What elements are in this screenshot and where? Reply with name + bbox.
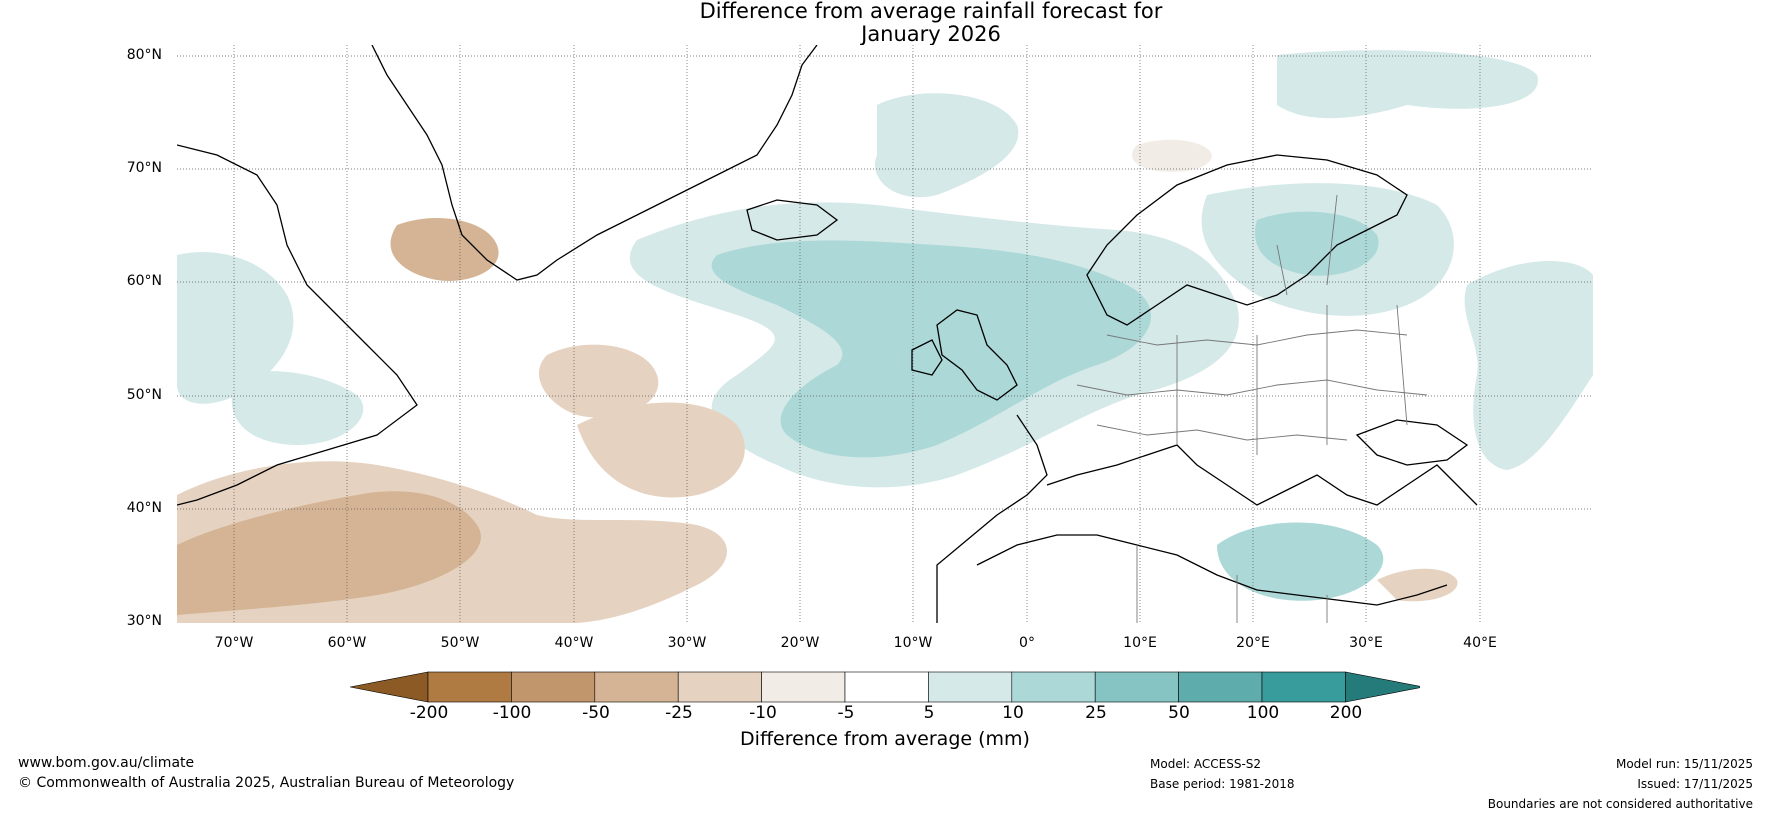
colorbar-tick-label: 200: [1329, 703, 1363, 723]
colorbar-tick-label: -10: [749, 703, 777, 723]
lon-label-40e: 40°E: [1463, 635, 1497, 651]
footer-model-run: Model run: 15/11/2025: [1615, 757, 1753, 771]
lon-label-0: 0°: [1019, 635, 1035, 651]
negative-anomaly-subtropical-core: [177, 491, 481, 615]
colorbar-tick-label: -25: [665, 703, 693, 723]
colorbar-tick-label: 50: [1168, 703, 1190, 723]
colorbar-swatch: [427, 671, 512, 703]
title-line-1: Difference from average rainfall forecas…: [699, 0, 1163, 23]
positive-anomaly-russia: [1464, 261, 1593, 470]
footer-copyright: © Commonwealth of Australia 2025, Austra…: [18, 775, 515, 791]
lon-label-70w: 70°W: [214, 635, 254, 651]
ireland-coast: [911, 339, 943, 376]
colorbar-tick-label: 100: [1246, 703, 1280, 723]
negative-anomaly-north-sea: [1132, 139, 1212, 172]
positive-anomaly-svalbard: [1277, 50, 1538, 119]
lon-label-60w: 60°W: [327, 635, 367, 651]
gridlines: [177, 45, 1593, 623]
lat-label-80n: 80°N: [126, 47, 162, 63]
colorbar-tick-label: 5: [923, 703, 935, 723]
lon-label-20e: 20°E: [1236, 635, 1270, 651]
colorbar-swatch: [1094, 671, 1179, 703]
positive-anomaly-west-atlantic: [177, 251, 294, 404]
colorbar-tick-label: -100: [492, 703, 532, 723]
colorbar: [350, 671, 1420, 703]
canada-coast: [177, 144, 418, 506]
lat-label-50n: 50°N: [126, 387, 162, 403]
lat-label-70n: 70°N: [126, 160, 162, 176]
country-borders: [1076, 194, 1428, 623]
anomaly-shading: [177, 50, 1593, 623]
lat-label-30n: 30°N: [126, 613, 162, 629]
lon-label-10e: 10°E: [1123, 635, 1157, 651]
colorbar-tick-label: 25: [1085, 703, 1107, 723]
europe-coast: [936, 414, 1048, 623]
positive-anomaly-scandinavia-core: [1255, 211, 1379, 276]
footer-model: Model: ACCESS-S2: [1150, 757, 1262, 771]
title-line-2: January 2026: [861, 22, 1001, 46]
colorbar-tick-label: -50: [582, 703, 610, 723]
coastlines: [177, 45, 1478, 623]
colorbar-title: Difference from average (mm): [740, 728, 1030, 750]
positive-anomaly-greenland-sea: [875, 93, 1019, 198]
uk-coast: [936, 309, 1018, 401]
africa-coast: [976, 534, 1448, 606]
black-sea-coast: [1355, 419, 1469, 466]
lon-label-30e: 30°E: [1349, 635, 1383, 651]
colorbar-tick-label: -5: [837, 703, 855, 723]
map-area: [177, 45, 1593, 623]
colorbar-swatch: [761, 671, 846, 703]
colorbar-swatch: [511, 671, 596, 703]
lon-label-50w: 50°W: [440, 635, 480, 651]
chart-title: Difference from average rainfall forecas…: [0, 0, 1770, 46]
lon-label-10w: 10°W: [893, 635, 933, 651]
lon-label-20w: 20°W: [780, 635, 820, 651]
negative-anomaly-mid-atlantic: [538, 344, 659, 418]
colorbar-swatch: [1011, 671, 1096, 703]
positive-anomaly-central-atlantic-core: [711, 240, 1151, 458]
lat-label-60n: 60°N: [126, 273, 162, 289]
colorbar-swatch: [594, 671, 679, 703]
lon-label-40w: 40°W: [554, 635, 594, 651]
positive-anomaly-nova-scotia: [231, 371, 364, 445]
colorbar-swatch: [1261, 671, 1346, 703]
mediterranean-north-coast: [1046, 444, 1478, 506]
footer-website: www.bom.gov.au/climate: [18, 755, 195, 771]
colorbar-tick-label: 10: [1002, 703, 1024, 723]
colorbar-swatch: [677, 671, 762, 703]
colorbar-arrow-high: [1345, 671, 1420, 703]
lon-label-30w: 30°W: [667, 635, 707, 651]
negative-anomaly-mid-atlantic-2: [577, 402, 745, 498]
scandinavia-coast: [1086, 154, 1408, 326]
map-svg: [177, 45, 1593, 623]
greenland-coast: [371, 45, 818, 281]
negative-anomaly-libya: [1377, 568, 1458, 602]
colorbar-swatch: [928, 671, 1013, 703]
positive-anomaly-mediterranean: [1217, 522, 1384, 601]
lat-label-40n: 40°N: [126, 500, 162, 516]
colorbar-swatch: [844, 671, 929, 703]
colorbar-arrow-low: [350, 671, 429, 703]
iceland-coast: [746, 199, 839, 241]
footer-disclaimer: Boundaries are not considered authoritat…: [1487, 797, 1753, 811]
colorbar-tick-label: -200: [409, 703, 449, 723]
footer-base-period: Base period: 1981-2018: [1150, 777, 1295, 791]
footer-issued: Issued: 17/11/2025: [1637, 777, 1753, 791]
negative-anomaly-labrador: [390, 217, 499, 281]
colorbar-swatch: [1178, 671, 1263, 703]
